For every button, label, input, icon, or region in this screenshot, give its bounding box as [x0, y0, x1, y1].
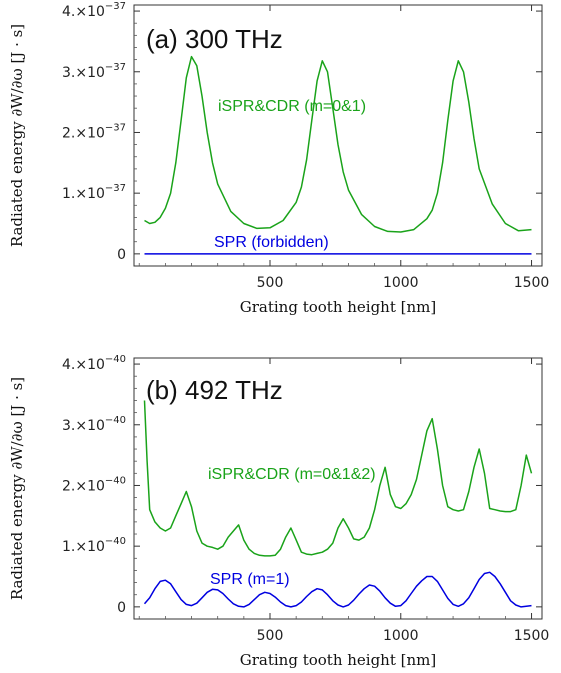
series-line-ispr-cdr	[143, 400, 533, 557]
series-lines	[144, 55, 532, 255]
y-tick-label: 4.×10−40	[62, 354, 126, 373]
x-tick-label: 1000	[383, 275, 419, 291]
panel-a: 0 1.×10−37 2.×10−37 3.×10−37 4.×10−37 500 100…	[8, 1, 549, 316]
y-axis-ticks: 0 1.×10−40 2.×10−40 3.×10−40 4.×10−40	[62, 354, 542, 616]
y-tick-label: 2.×10−37	[62, 122, 126, 141]
series-line-ispr-cdr	[144, 55, 532, 233]
y-tick-label: 3.×10−40	[62, 415, 126, 434]
plot-frame	[133, 4, 543, 267]
panel-title: (b) 492 THz	[146, 375, 283, 405]
x-tick-label: 1000	[383, 628, 419, 644]
series-label-ispr-cdr: iSPR&CDR (m=0&1)	[218, 98, 366, 115]
series-label-spr: SPR (m=1)	[210, 571, 290, 588]
series-line-spr	[143, 571, 532, 608]
x-tick-label: 500	[257, 275, 284, 291]
y-tick-label: 1.×10−40	[62, 536, 126, 555]
x-axis-ticks: 500 1000 1500	[138, 358, 550, 644]
x-tick-label: 1500	[514, 628, 550, 644]
x-axis-title: Grating tooth height [nm]	[240, 298, 436, 316]
y-tick-label: 0	[117, 600, 126, 616]
series-lines	[143, 400, 533, 608]
panel-title: (a) 300 THz	[146, 24, 283, 54]
x-tick-label: 500	[257, 628, 284, 644]
y-tick-label: 3.×10−37	[62, 62, 126, 81]
series-label-ispr-cdr: iSPR&CDR (m=0&1&2)	[208, 466, 376, 483]
panel-b: 0 1.×10−40 2.×10−40 3.×10−40 4.×10−40 500 100…	[8, 354, 549, 669]
x-axis-ticks: 500 1000 1500	[138, 5, 550, 291]
x-tick-label: 1500	[514, 275, 550, 291]
y-tick-label: 4.×10−37	[62, 1, 126, 20]
plot-frame	[133, 357, 543, 620]
y-axis-title: Radiated energy ∂W/∂ω [J · s]	[8, 24, 26, 247]
y-tick-label: 2.×10−40	[62, 475, 126, 494]
y-tick-label: 0	[117, 247, 126, 263]
y-axis-ticks: 0 1.×10−37 2.×10−37 3.×10−37 4.×10−37	[62, 1, 542, 263]
y-axis-title: Radiated energy ∂W/∂ω [J · s]	[8, 377, 26, 600]
y-tick-label: 1.×10−37	[62, 183, 126, 202]
series-label-spr: SPR (forbidden)	[214, 234, 329, 251]
x-axis-title: Grating tooth height [nm]	[240, 651, 436, 669]
